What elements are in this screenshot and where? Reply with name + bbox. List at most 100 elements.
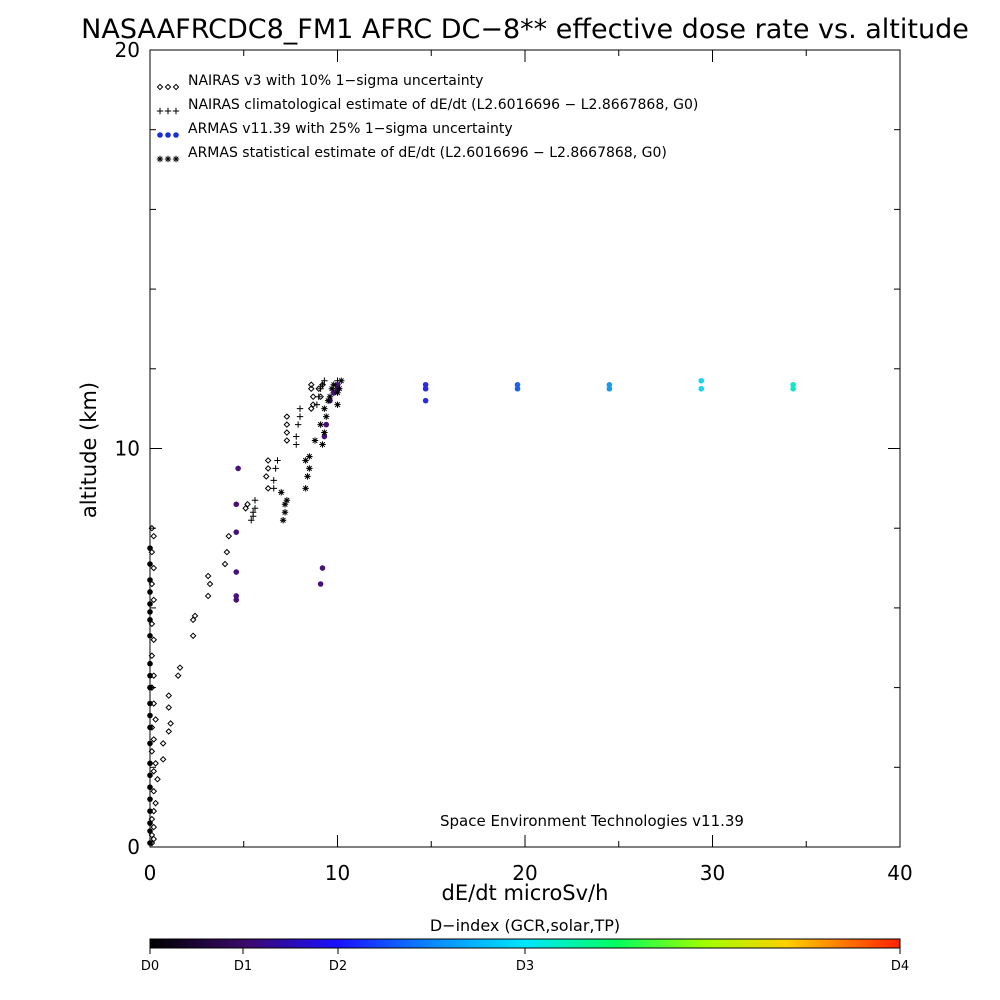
nairas-climatology-point <box>293 441 299 447</box>
nairas-point <box>311 394 316 399</box>
armas-point <box>147 820 153 826</box>
series-dot <box>147 378 796 846</box>
nairas-climatology-point <box>271 477 277 483</box>
legend-marker <box>165 156 171 162</box>
colorbar-title: D−index (GCR,solar,TP) <box>430 916 620 935</box>
armas-point <box>320 565 326 571</box>
armas-point <box>233 593 239 599</box>
armas-statistical-point <box>284 497 290 503</box>
legend-marker <box>173 156 179 162</box>
armas-statistical-point <box>317 421 323 427</box>
nairas-point <box>155 777 160 782</box>
nairas-climatology-point <box>271 485 277 491</box>
armas-point <box>147 772 153 778</box>
armas-point <box>233 569 239 575</box>
armas-point <box>147 633 153 639</box>
legend-marker <box>165 84 170 89</box>
legend-entry: ARMAS v11.39 with 25% 1−sigma uncertaint… <box>188 121 513 137</box>
y-axis-label: altitude (km) <box>77 382 101 518</box>
armas-point <box>607 382 613 388</box>
axis-ticks <box>150 50 900 847</box>
x-axis-label: dE/dt microSv/h <box>442 881 609 905</box>
legend-marker <box>173 84 178 89</box>
nairas-climatology-point <box>252 497 258 503</box>
armas-point <box>147 617 153 623</box>
armas-point <box>423 382 429 388</box>
armas-point <box>147 741 153 747</box>
nairas-point <box>207 581 212 586</box>
armas-point <box>698 378 704 384</box>
armas-statistical-point <box>304 473 310 479</box>
legend-marker <box>173 132 179 138</box>
x-tick-label: 30 <box>700 861 725 885</box>
nairas-point <box>284 430 289 435</box>
y-tick-label: 0 <box>127 835 140 859</box>
nairas-climatology-point <box>274 457 280 463</box>
armas-statistical-point <box>327 393 333 399</box>
nairas-point <box>206 573 211 578</box>
colorbar <box>150 939 900 948</box>
y-tick-label: 20 <box>115 38 140 62</box>
nairas-point <box>151 824 156 829</box>
armas-point <box>790 382 796 388</box>
nairas-climatology-point <box>314 401 320 407</box>
armas-point <box>147 609 153 615</box>
armas-point <box>235 466 241 472</box>
armas-statistical-point <box>336 386 342 392</box>
legend-marker <box>165 108 171 114</box>
colorbar-tick-label: D4 <box>891 959 909 974</box>
nairas-point <box>161 757 166 762</box>
nairas-point <box>161 741 166 746</box>
armas-point <box>147 673 153 679</box>
nairas-climatology-point <box>297 405 303 411</box>
armas-point <box>147 601 153 607</box>
armas-point <box>147 828 153 834</box>
nairas-point <box>177 665 182 670</box>
nairas-point <box>191 633 196 638</box>
nairas-point <box>151 597 156 602</box>
legend-entry: NAIRAS climatological estimate of dE/dt … <box>188 97 698 113</box>
x-tick-label: 40 <box>887 861 912 885</box>
armas-point <box>147 725 153 731</box>
colorbar-tick-label: D3 <box>516 959 534 974</box>
nairas-climatology-point <box>297 413 303 419</box>
armas-point <box>515 382 521 388</box>
nairas-point <box>226 534 231 539</box>
nairas-climatology-point <box>295 421 301 427</box>
armas-point <box>147 561 153 567</box>
nairas-point <box>206 593 211 598</box>
legend-marker <box>157 84 162 89</box>
armas-point <box>423 398 429 404</box>
armas-statistical-point <box>321 405 327 411</box>
colorbar-ticks: D0 D1 D2 D3 D4 <box>141 948 909 974</box>
armas-point <box>147 577 153 583</box>
armas-statistical-point <box>306 453 312 459</box>
legend-entry: NAIRAS v3 with 10% 1−sigma uncertainty <box>188 73 483 89</box>
legend-marker <box>165 132 171 138</box>
series-asterisk <box>278 378 344 524</box>
armas-point <box>233 529 239 535</box>
legend-marker <box>157 156 163 162</box>
armas-point <box>323 422 329 428</box>
armas-point <box>147 545 153 551</box>
armas-statistical-point <box>319 441 325 447</box>
legend-marker <box>157 108 163 114</box>
armas-point <box>147 685 153 691</box>
nairas-point <box>168 721 173 726</box>
armas-point <box>233 501 239 507</box>
y-tick-label: 10 <box>115 437 140 461</box>
x-tick-label: 0 <box>144 861 157 885</box>
nairas-point <box>224 550 229 555</box>
x-tick-label: 10 <box>325 861 350 885</box>
armas-statistical-point <box>323 413 329 419</box>
nairas-point <box>151 534 156 539</box>
nairas-point <box>153 717 158 722</box>
armas-point <box>147 840 153 846</box>
nairas-point <box>266 466 271 471</box>
colorbar-tick-label: D1 <box>234 959 252 974</box>
nairas-point <box>284 414 289 419</box>
nairas-point <box>166 693 171 698</box>
legend-marker <box>157 132 163 138</box>
chart-title: NASAAFRCDC8_FM1 AFRC DC−8** effective do… <box>81 14 969 45</box>
